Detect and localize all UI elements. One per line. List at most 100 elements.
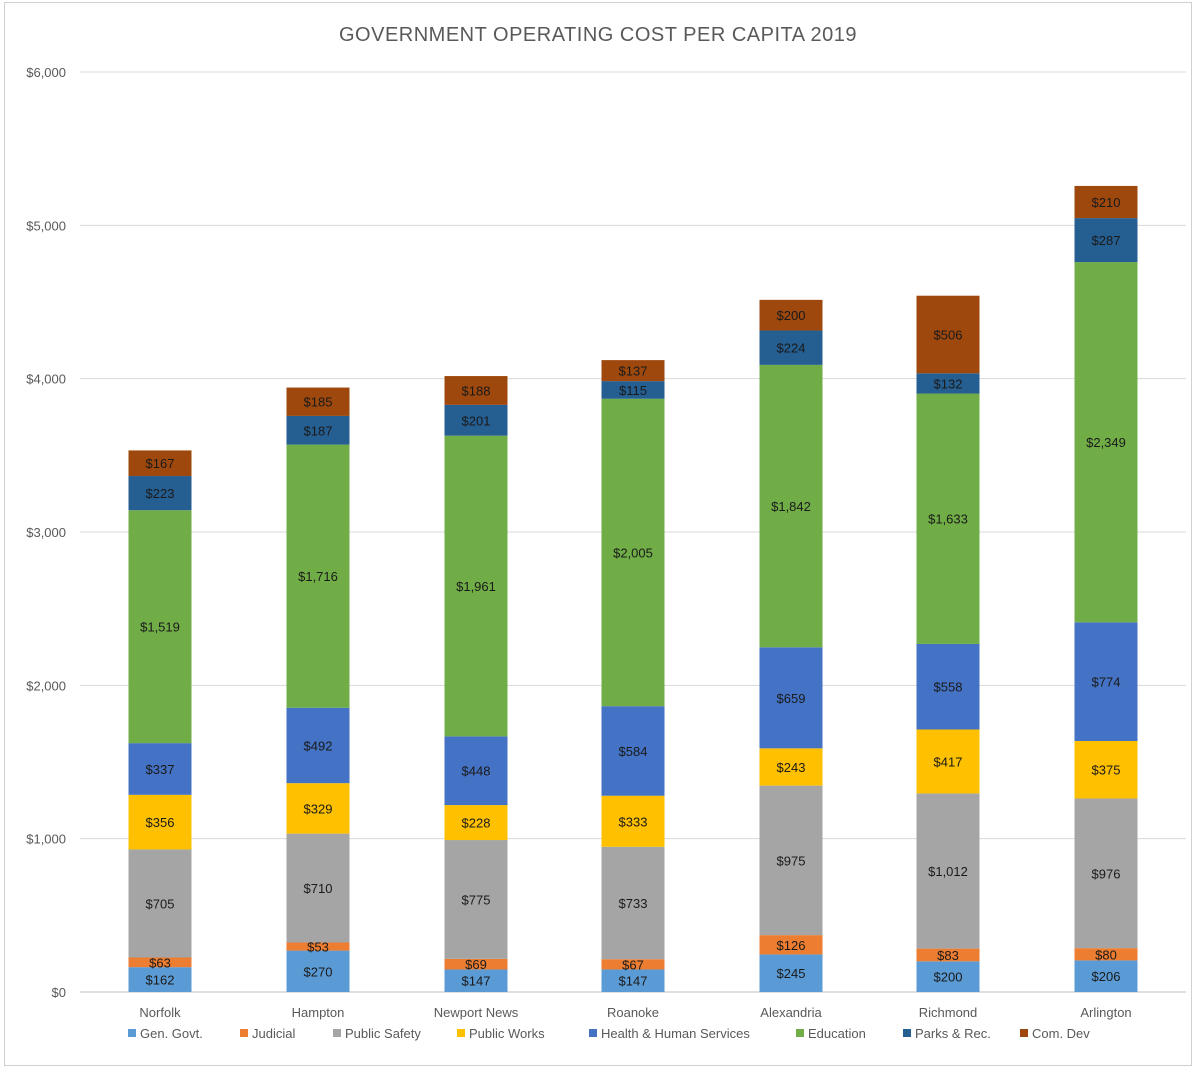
y-tick-label: $4,000 — [26, 372, 66, 387]
data-label: $705 — [146, 896, 175, 911]
data-label: $2,349 — [1086, 435, 1126, 450]
legend-swatch — [457, 1029, 465, 1037]
data-label: $659 — [777, 691, 806, 706]
x-category-label: Newport News — [434, 1005, 519, 1020]
data-label: $137 — [619, 364, 648, 379]
data-label: $206 — [1092, 969, 1121, 984]
data-label: $132 — [934, 376, 963, 391]
bar-segment — [601, 969, 665, 992]
legend-label: Gen. Govt. — [140, 1026, 203, 1041]
bar-segment — [916, 295, 980, 374]
bar-segment — [286, 942, 350, 951]
data-label: $774 — [1092, 675, 1121, 690]
chart-title: GOVERNMENT OPERATING COST PER CAPITA 201… — [338, 24, 858, 46]
data-label: $733 — [619, 896, 648, 911]
data-label: $1,012 — [928, 864, 968, 879]
data-label: $147 — [619, 974, 648, 989]
data-label: $1,842 — [771, 499, 811, 514]
data-label: $375 — [1092, 763, 1121, 778]
bar-segment — [759, 364, 823, 648]
bar-segment — [286, 707, 350, 784]
data-label: $200 — [777, 308, 806, 323]
legend-label: Health & Human Services — [601, 1026, 750, 1041]
data-label: $975 — [777, 853, 806, 868]
y-tick-label: $2,000 — [26, 678, 66, 693]
bar-segment — [444, 958, 508, 970]
bar-segment — [444, 969, 508, 992]
legend-label: Public Works — [469, 1026, 545, 1041]
data-label: $228 — [462, 816, 491, 831]
bar-segment — [128, 967, 192, 992]
bar-segment — [601, 846, 665, 960]
bar-segment — [1074, 262, 1138, 623]
data-label: $63 — [149, 955, 171, 970]
legend-swatch — [1020, 1029, 1028, 1037]
bar-segment — [128, 794, 192, 850]
x-category-label: Hampton — [292, 1005, 345, 1020]
y-tick-label: $0 — [52, 985, 66, 1000]
bar-segment — [601, 360, 665, 382]
bar-segment — [759, 330, 823, 365]
bar-segment — [1074, 798, 1138, 949]
bar-segment — [128, 450, 192, 477]
bar-segment — [759, 785, 823, 936]
y-tick-label: $5,000 — [26, 218, 66, 233]
legend-label: Education — [808, 1026, 866, 1041]
data-label: $1,633 — [928, 512, 968, 527]
legend-label: Public Safety — [345, 1026, 421, 1041]
data-label: $2,005 — [613, 545, 653, 560]
data-label: $1,961 — [456, 579, 496, 594]
data-label: $80 — [1095, 947, 1117, 962]
data-label: $1,716 — [298, 569, 338, 584]
x-category-label: Arlington — [1080, 1005, 1131, 1020]
legend-swatch — [333, 1029, 341, 1037]
bar-segment — [916, 961, 980, 992]
bar-segment — [286, 387, 350, 416]
legend-swatch — [589, 1029, 597, 1037]
data-label: $201 — [462, 413, 491, 428]
data-label: $69 — [465, 957, 487, 972]
legend-label: Com. Dev — [1032, 1026, 1090, 1041]
bar-segment — [916, 793, 980, 949]
data-label: $245 — [777, 966, 806, 981]
data-label: $976 — [1092, 866, 1121, 881]
data-label: $333 — [619, 814, 648, 829]
data-label: $329 — [304, 801, 333, 816]
data-label: $200 — [934, 970, 963, 985]
data-label: $67 — [622, 957, 644, 972]
bar-segment — [916, 729, 980, 794]
bar-segment — [759, 954, 823, 992]
bar-segment — [286, 415, 350, 445]
data-label: $448 — [462, 764, 491, 779]
bar-segment — [128, 957, 192, 968]
bar-segment — [759, 299, 823, 331]
data-label: $1,519 — [140, 620, 180, 635]
y-tick-label: $6,000 — [26, 65, 66, 80]
legend-swatch — [240, 1029, 248, 1037]
data-label: $115 — [619, 383, 647, 398]
data-label: $147 — [462, 974, 491, 989]
bar-segment — [1074, 622, 1138, 741]
bar-segment — [286, 444, 350, 708]
bar-segment — [1074, 218, 1138, 263]
bar-segment — [444, 840, 508, 959]
y-tick-label: $3,000 — [26, 525, 66, 540]
bar-segment — [128, 476, 192, 511]
bar-segment — [759, 935, 823, 955]
data-label: $775 — [462, 892, 491, 907]
bar-segment — [128, 743, 192, 795]
y-tick-label: $1,000 — [26, 832, 66, 847]
legend-swatch — [796, 1029, 804, 1037]
data-label: $506 — [934, 328, 963, 343]
bar-segment — [444, 404, 508, 436]
data-label: $126 — [777, 938, 806, 953]
data-label: $167 — [146, 456, 175, 471]
bar-segment — [916, 373, 980, 394]
data-label: $558 — [934, 680, 963, 695]
bar-segment — [444, 736, 508, 806]
data-label: $223 — [146, 486, 175, 501]
bar-segment — [444, 376, 508, 405]
data-label: $356 — [146, 815, 175, 830]
bar-segment — [128, 849, 192, 958]
bar-segment — [601, 795, 665, 847]
